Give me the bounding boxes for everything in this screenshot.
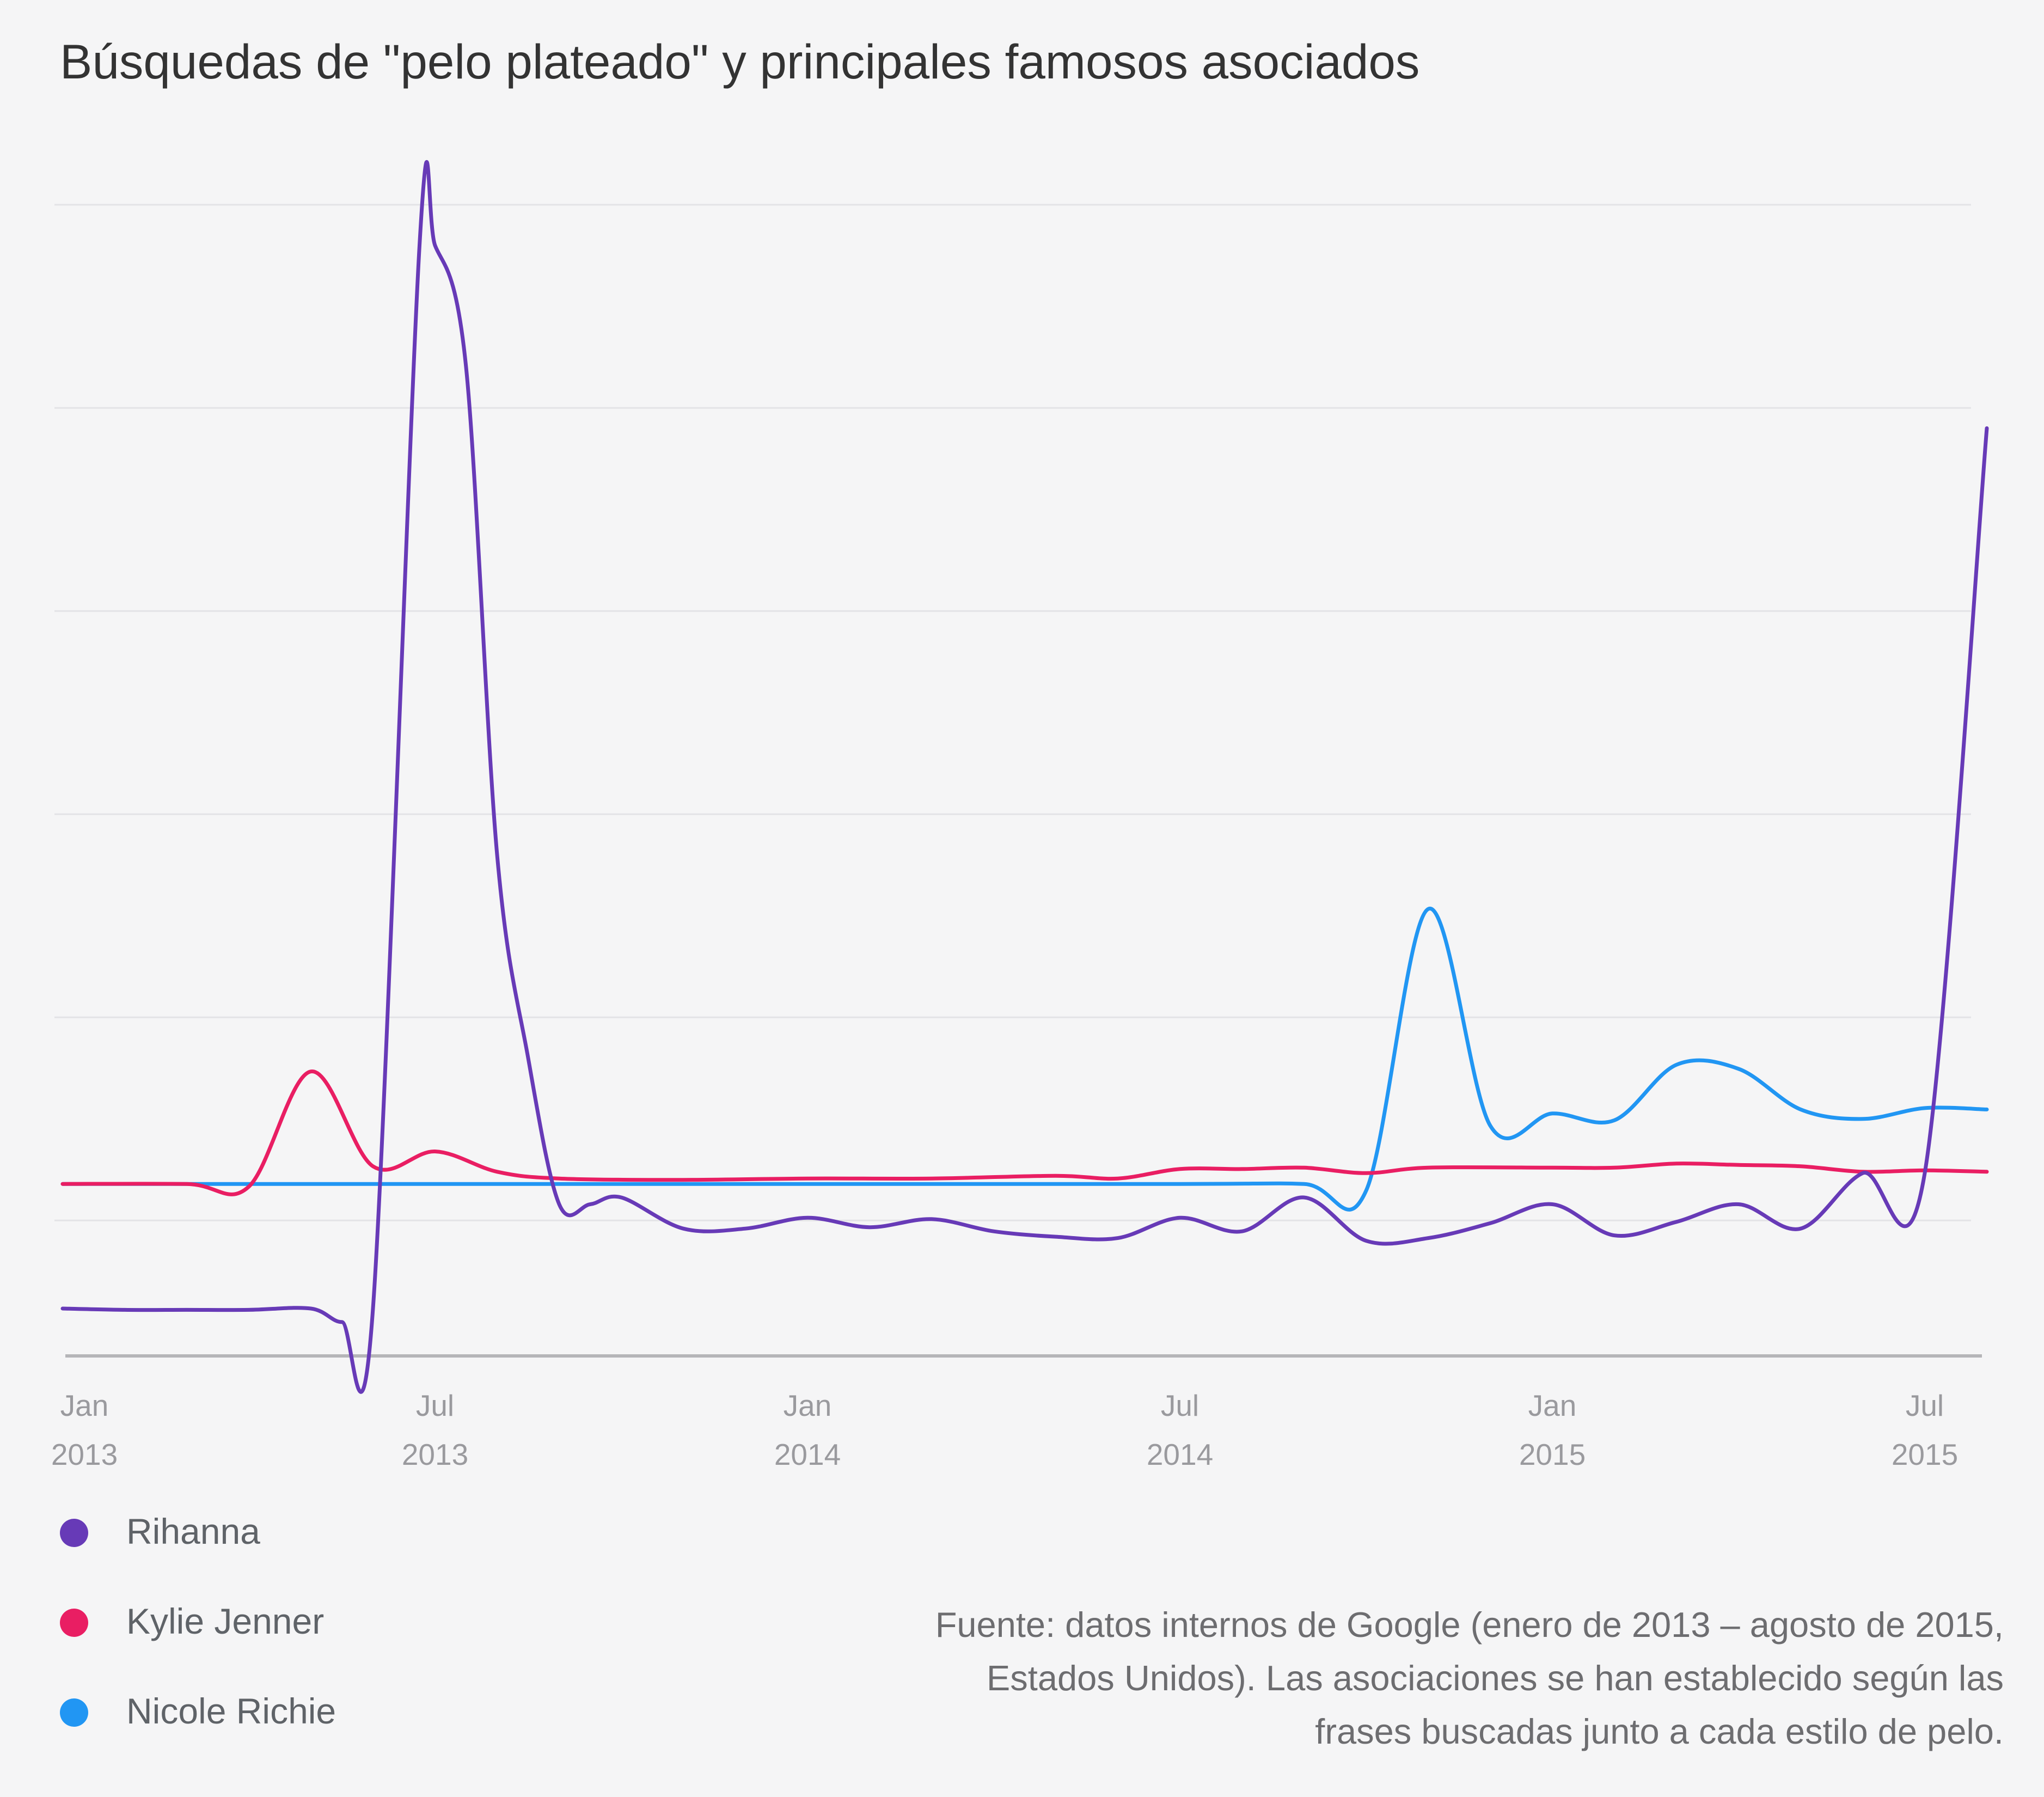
x-tick-label-month: Jul (1161, 1389, 1199, 1422)
chart-title: Búsquedas de "pelo plateado" y principal… (60, 34, 1420, 89)
legend-label-rihanna: Rihanna (126, 1511, 260, 1551)
legend-item-nicole-richie: Nicole Richie (60, 1688, 550, 1732)
series-lines (60, 160, 1989, 1394)
x-tick-label-year: 2013 (51, 1438, 118, 1471)
series-line-kylie-jenner (60, 1069, 1989, 1196)
gridlines (54, 204, 1971, 1221)
x-tick-label-year: 2015 (1892, 1438, 1958, 1471)
x-tick-label-month: Jul (416, 1389, 454, 1422)
x-axis-ticks: Jan 2013 Jul 2013 Jan 2014 Jul 2014 Jan 2015 Jul 20… (51, 1389, 1958, 1471)
x-tick-label-month: Jul (1906, 1389, 1944, 1422)
legend-item-rihanna: Rihanna (60, 1508, 550, 1552)
source-note: Fuente: datos internos de Google (enero … (751, 1598, 2004, 1758)
x-tick-label-month: Jan (784, 1389, 832, 1422)
x-tick-label-year: 2014 (1147, 1438, 1213, 1471)
legend-label-nicole-richie: Nicole Richie (126, 1691, 336, 1731)
x-tick-label-month: Jan (60, 1389, 109, 1422)
source-line: frases buscadas junto a cada estilo de p… (1315, 1712, 2004, 1751)
legend-item-kylie-jenner: Kylie Jenner (60, 1598, 550, 1642)
legend-label-kylie-jenner: Kylie Jenner (126, 1601, 325, 1641)
x-tick-label-year: 2015 (1519, 1438, 1586, 1471)
legend-dot-kylie-jenner (60, 1609, 88, 1637)
source-line: Fuente: datos internos de Google (enero … (935, 1605, 2004, 1645)
legend-dot-rihanna (60, 1519, 88, 1547)
series-line-nicole-richie (60, 907, 1989, 1212)
x-tick-label-month: Jan (1528, 1389, 1577, 1422)
source-line: Estados Unidos). Las asociaciones se han… (986, 1658, 2004, 1698)
series-line-rihanna (60, 160, 1989, 1394)
x-tick-label-year: 2014 (774, 1438, 841, 1471)
legend-dot-nicole-richie (60, 1698, 88, 1727)
x-tick-label-year: 2013 (402, 1438, 468, 1471)
